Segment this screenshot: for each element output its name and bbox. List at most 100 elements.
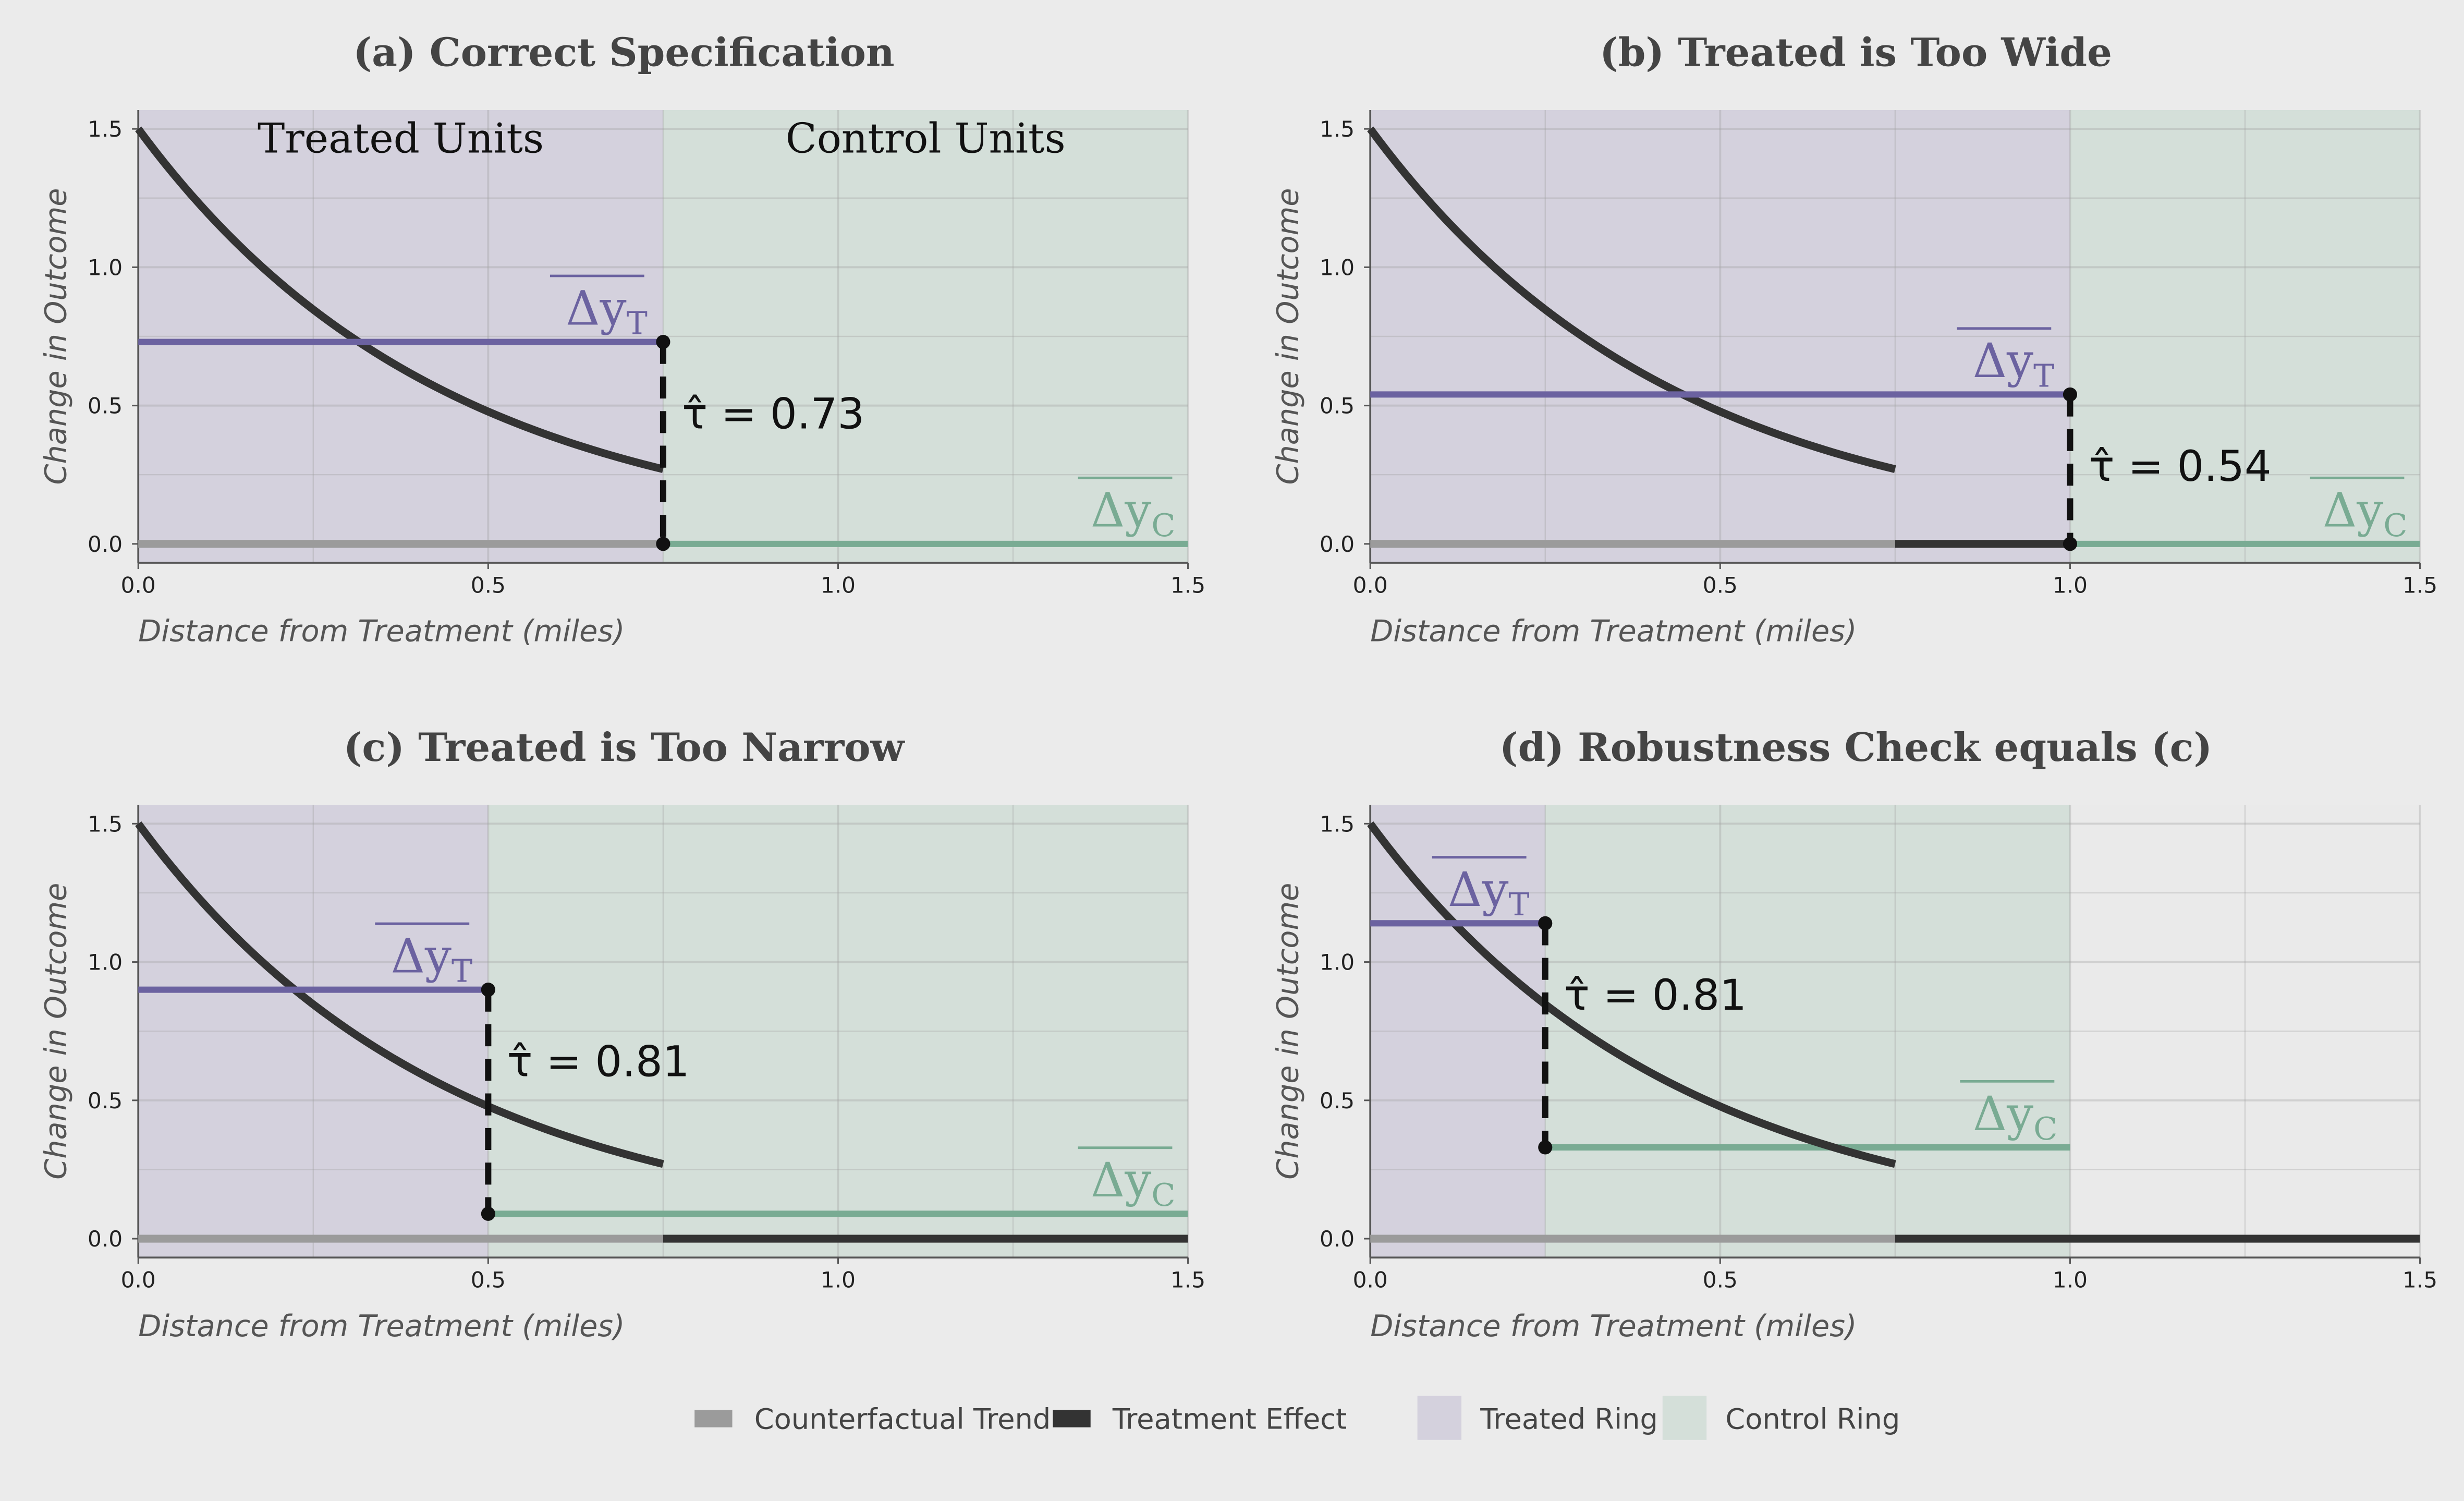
treatment-effect-curve <box>1367 821 1896 1168</box>
treated-mean-label-base: Δy <box>566 281 626 336</box>
y-axis-label: Change in Outcome <box>1271 883 1306 1180</box>
control-mean-label-base: Δy <box>1091 483 1151 538</box>
legend-item: Control Ring <box>1662 1396 1900 1440</box>
legend-item: Treatment Effect <box>1053 1403 1347 1436</box>
control-mean-label-base: Δy <box>1091 1153 1151 1208</box>
x-tick-label: 0.0 <box>1353 572 1388 598</box>
legend-swatch-line <box>694 1410 733 1427</box>
control-ring <box>488 805 1188 1258</box>
treated-mean-label-base: Δy <box>391 929 452 984</box>
x-tick-label: 1.0 <box>821 572 856 598</box>
control-mean-label-base: Δy <box>2323 483 2383 538</box>
x-tick-label: 0.5 <box>1703 1267 1738 1292</box>
panel-title: (d) Robustness Check equals (c) <box>1499 724 2212 770</box>
estimate-point-control <box>656 537 670 551</box>
legend-swatch-fill <box>1417 1396 1462 1440</box>
x-tick-label: 0.5 <box>471 572 506 598</box>
y-tick-label: 0.0 <box>1320 531 1355 557</box>
control-mean-label-base: Δy <box>1973 1087 2033 1142</box>
y-tick-label: 1.0 <box>88 255 123 280</box>
panels: 0.0 0.5 1.0 1.5 0.0 0.5 1.0 1.5 Distance from Tr… <box>39 29 2438 1343</box>
control-ring <box>663 110 1188 563</box>
x-tick-label: 0.5 <box>1703 572 1738 598</box>
y-tick-label: 1.5 <box>1320 811 1355 837</box>
estimate-point-control <box>1538 1140 1553 1155</box>
treated-ring <box>138 110 663 563</box>
legend-label: Control Ring <box>1725 1403 1900 1436</box>
x-tick-label: 1.5 <box>2402 572 2437 598</box>
panel-title: (a) Correct Specification <box>353 29 894 76</box>
legend-swatch-line <box>1053 1410 1091 1427</box>
x-tick-label: 0.0 <box>121 572 156 598</box>
control-mean-label-subscript: C <box>1151 507 1175 544</box>
y-tick-label: 0.5 <box>88 393 123 419</box>
panel-b: 0.0 0.5 1.0 1.5 0.0 0.5 1.0 1.5 Distance from Tr… <box>1271 29 2438 649</box>
treated-ring <box>1370 805 1545 1258</box>
x-tick-label: 1.5 <box>1170 572 1205 598</box>
region-label-control: Control Units <box>786 115 1066 162</box>
y-tick-label: 1.0 <box>1320 255 1355 280</box>
legend: Counterfactual Trend Treatment Effect Trea… <box>694 1396 1900 1440</box>
control-mean-label: ΔyC <box>1973 1087 2057 1147</box>
panel-a: 0.0 0.5 1.0 1.5 0.0 0.5 1.0 1.5 Distance from Tr… <box>39 29 1206 649</box>
y-tick-label: 1.0 <box>88 950 123 975</box>
estimate-point-control <box>481 1206 495 1221</box>
treated-mean-label-subscript: T <box>627 306 648 342</box>
treatment-effect-curve <box>135 821 664 1168</box>
x-tick-label: 0.0 <box>1353 1267 1388 1292</box>
estimate-label: τ̂ = 0.54 <box>2089 442 2272 491</box>
x-tick-label: 0.5 <box>471 1267 506 1292</box>
panel-title: (b) Treated is Too Wide <box>1600 29 2112 76</box>
treated-mean-label: ΔyT <box>391 929 473 989</box>
x-axis-label: Distance from Treatment (miles) <box>138 1309 625 1343</box>
treated-mean-label: ΔyT <box>566 281 648 342</box>
legend-label: Counterfactual Trend <box>754 1403 1051 1436</box>
estimate-point-treated <box>1538 916 1553 930</box>
legend-swatch-fill <box>1662 1396 1707 1440</box>
estimate-label: τ̂ = 0.81 <box>507 1037 690 1086</box>
estimate-label: τ̂ = 0.81 <box>1564 971 1747 1020</box>
y-tick-label: 0.0 <box>1320 1226 1355 1252</box>
x-axis-label: Distance from Treatment (miles) <box>1370 614 1857 649</box>
x-tick-label: 1.0 <box>2053 572 2088 598</box>
panel-c: 0.0 0.5 1.0 1.5 0.0 0.5 1.0 1.5 Distance from Tr… <box>39 724 1206 1343</box>
estimate-label: τ̂ = 0.73 <box>682 389 864 439</box>
y-tick-label: 1.5 <box>88 811 123 837</box>
estimate-point-treated <box>2063 387 2078 402</box>
y-tick-label: 1.5 <box>88 116 123 142</box>
legend-label: Treated Ring <box>1480 1403 1658 1436</box>
control-ring <box>1545 805 2070 1258</box>
treated-ring <box>1370 110 2070 563</box>
control-mean-label: ΔyC <box>1091 483 1176 544</box>
y-tick-label: 0.5 <box>1320 393 1355 419</box>
estimate-point-treated <box>656 335 670 349</box>
x-axis-label: Distance from Treatment (miles) <box>138 614 625 649</box>
treated-mean-label: ΔyT <box>1448 863 1530 923</box>
control-mean-label-subscript: C <box>1151 1177 1175 1214</box>
treatment-effect-curve <box>135 126 664 473</box>
legend-body: Counterfactual Trend Treatment Effect Trea… <box>694 1396 1900 1440</box>
x-tick-label: 1.0 <box>2053 1267 2088 1292</box>
treatment-effect-curve <box>1367 126 1896 473</box>
legend-item: Counterfactual Trend <box>694 1403 1051 1436</box>
y-tick-label: 0.0 <box>88 1226 123 1252</box>
x-tick-label: 1.0 <box>821 1267 856 1292</box>
estimate-point-control <box>2063 537 2078 551</box>
legend-item: Treated Ring <box>1417 1396 1658 1440</box>
treated-mean-label-subscript: T <box>2033 358 2054 394</box>
y-axis-label: Change in Outcome <box>39 883 74 1180</box>
x-tick-label: 0.0 <box>121 1267 156 1292</box>
y-tick-label: 1.5 <box>1320 116 1355 142</box>
treated-mean-label-base: Δy <box>1973 334 2033 389</box>
y-axis-label: Change in Outcome <box>39 188 74 485</box>
y-tick-label: 1.0 <box>1320 950 1355 975</box>
treated-mean-label-subscript: T <box>452 953 472 990</box>
control-mean-label-subscript: C <box>2383 507 2407 544</box>
control-mean-label-subscript: C <box>2033 1111 2057 1147</box>
control-mean-label: ΔyC <box>2323 483 2408 544</box>
y-tick-label: 0.0 <box>88 531 123 557</box>
panel-d: 0.0 0.5 1.0 1.5 0.0 0.5 1.0 1.5 Distance from Tr… <box>1271 724 2438 1343</box>
panel-title: (c) Treated is Too Narrow <box>344 724 906 770</box>
legend-label: Treatment Effect <box>1112 1403 1347 1436</box>
